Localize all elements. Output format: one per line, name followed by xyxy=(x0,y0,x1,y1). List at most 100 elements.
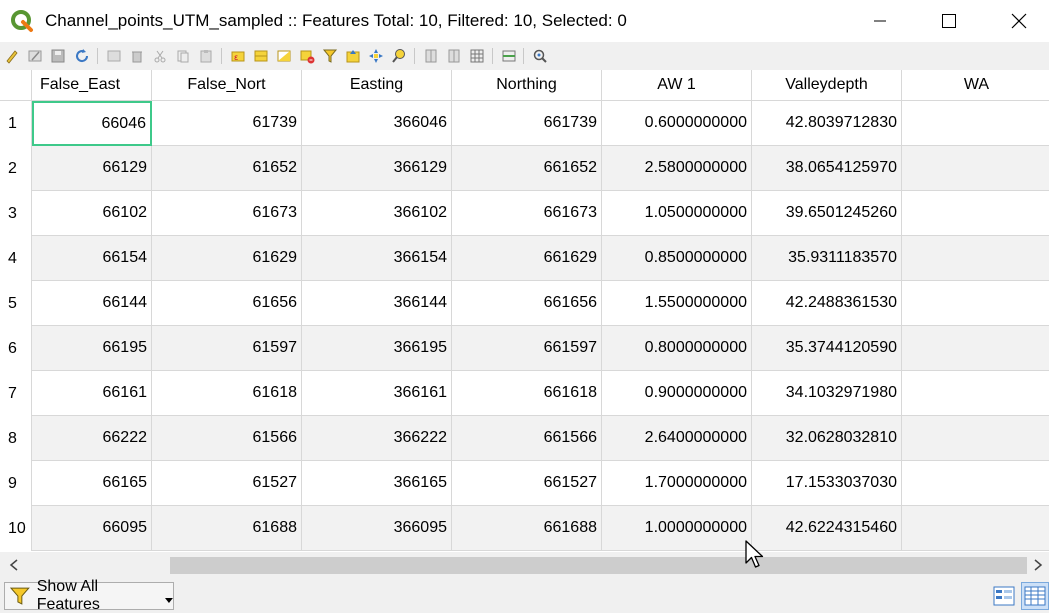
column-header[interactable]: AW 1 xyxy=(602,70,752,101)
column-header[interactable]: WA xyxy=(902,70,1049,101)
select-all-button[interactable] xyxy=(252,47,270,65)
table-row[interactable]: 4 66154 61629 366154 661629 0.8500000000 35.93… xyxy=(0,236,1049,281)
table-cell[interactable] xyxy=(902,371,1049,416)
table-cell[interactable] xyxy=(902,236,1049,281)
table-cell[interactable]: 42.6224315460 xyxy=(752,506,902,551)
table-cell[interactable] xyxy=(902,191,1049,236)
table-cell[interactable]: 661618 xyxy=(452,371,602,416)
table-cell[interactable]: 66144 xyxy=(32,281,152,326)
scroll-left-button[interactable] xyxy=(5,556,23,574)
table-cell[interactable]: 2.6400000000 xyxy=(602,416,752,461)
table-cell[interactable]: 366129 xyxy=(302,146,452,191)
table-cell[interactable]: 66129 xyxy=(32,146,152,191)
table-cell[interactable]: 35.9311183570 xyxy=(752,236,902,281)
table-cell[interactable] xyxy=(902,416,1049,461)
table-cell[interactable] xyxy=(902,101,1049,146)
row-number[interactable]: 3 xyxy=(0,191,32,236)
minimize-button[interactable] xyxy=(845,0,915,42)
column-header[interactable]: False_Nort xyxy=(152,70,302,101)
table-row[interactable]: 6 66195 61597 366195 661597 0.8000000000 35.37… xyxy=(0,326,1049,371)
table-row[interactable]: 5 66144 61656 366144 661656 1.5500000000 42.24… xyxy=(0,281,1049,326)
table-cell[interactable]: 66046 xyxy=(32,101,152,146)
zoom-to-selection-button[interactable] xyxy=(390,47,408,65)
row-number[interactable]: 9 xyxy=(0,461,32,506)
table-view-button[interactable] xyxy=(1021,582,1049,610)
table-cell[interactable]: 366095 xyxy=(302,506,452,551)
table-cell[interactable]: 39.6501245260 xyxy=(752,191,902,236)
horizontal-scrollbar[interactable] xyxy=(0,552,1049,579)
table-cell[interactable]: 661597 xyxy=(452,326,602,371)
table-cell[interactable]: 61673 xyxy=(152,191,302,236)
table-cell[interactable]: 1.7000000000 xyxy=(602,461,752,506)
column-header[interactable]: Valleydepth xyxy=(752,70,902,101)
table-cell[interactable]: 366222 xyxy=(302,416,452,461)
row-number[interactable]: 4 xyxy=(0,236,32,281)
row-number[interactable]: 5 xyxy=(0,281,32,326)
table-cell[interactable]: 61527 xyxy=(152,461,302,506)
filter-button[interactable] xyxy=(321,47,339,65)
column-header[interactable]: Easting xyxy=(302,70,452,101)
delete-feature-button[interactable] xyxy=(128,47,146,65)
table-cell[interactable] xyxy=(902,461,1049,506)
table-cell[interactable]: 66165 xyxy=(32,461,152,506)
table-cell[interactable]: 366195 xyxy=(302,326,452,371)
table-cell[interactable]: 366154 xyxy=(302,236,452,281)
table-cell[interactable]: 61629 xyxy=(152,236,302,281)
row-number[interactable]: 7 xyxy=(0,371,32,416)
table-cell[interactable] xyxy=(902,281,1049,326)
pan-to-selection-button[interactable] xyxy=(367,47,385,65)
table-cell[interactable] xyxy=(902,146,1049,191)
column-header[interactable]: False_East xyxy=(32,70,152,101)
table-cell[interactable]: 661739 xyxy=(452,101,602,146)
table-cell[interactable]: 66161 xyxy=(32,371,152,416)
table-cell[interactable]: 366046 xyxy=(302,101,452,146)
table-cell[interactable]: 0.9000000000 xyxy=(602,371,752,416)
scrollbar-thumb[interactable] xyxy=(170,557,1027,574)
copy-button[interactable] xyxy=(174,47,192,65)
table-cell[interactable]: 61618 xyxy=(152,371,302,416)
table-cell[interactable]: 61656 xyxy=(152,281,302,326)
table-cell[interactable]: 61739 xyxy=(152,101,302,146)
table-cell[interactable]: 0.8000000000 xyxy=(602,326,752,371)
actions-button[interactable] xyxy=(531,47,549,65)
table-cell[interactable]: 1.0000000000 xyxy=(602,506,752,551)
table-cell[interactable]: 61566 xyxy=(152,416,302,461)
table-cell[interactable]: 35.3744120590 xyxy=(752,326,902,371)
table-cell[interactable]: 32.0628032810 xyxy=(752,416,902,461)
scroll-right-button[interactable] xyxy=(1029,556,1047,574)
table-cell[interactable]: 366165 xyxy=(302,461,452,506)
paste-button[interactable] xyxy=(197,47,215,65)
close-button[interactable] xyxy=(984,0,1049,42)
table-cell[interactable]: 38.0654125970 xyxy=(752,146,902,191)
table-cell[interactable]: 1.5500000000 xyxy=(602,281,752,326)
delete-field-button[interactable] xyxy=(445,47,463,65)
add-feature-button[interactable] xyxy=(105,47,123,65)
row-number[interactable]: 1 xyxy=(0,101,32,146)
move-selection-top-button[interactable] xyxy=(344,47,362,65)
field-calculator-button[interactable] xyxy=(468,47,486,65)
table-row[interactable]: 7 66161 61618 366161 661618 0.9000000000 34.10… xyxy=(0,371,1049,416)
show-features-dropdown[interactable]: Show All Features xyxy=(4,578,174,613)
table-cell[interactable]: 42.2488361530 xyxy=(752,281,902,326)
table-row[interactable]: 1 66046 61739 366046 661739 0.6000000000 42.80… xyxy=(0,101,1049,146)
table-cell[interactable]: 0.6000000000 xyxy=(602,101,752,146)
table-cell[interactable]: 66222 xyxy=(32,416,152,461)
table-cell[interactable]: 1.0500000000 xyxy=(602,191,752,236)
table-cell[interactable]: 661688 xyxy=(452,506,602,551)
table-cell[interactable]: 66195 xyxy=(32,326,152,371)
table-cell[interactable]: 661656 xyxy=(452,281,602,326)
table-cell[interactable] xyxy=(902,506,1049,551)
table-row[interactable]: 3 66102 61673 366102 661673 1.0500000000 39.65… xyxy=(0,191,1049,236)
table-cell[interactable]: 661527 xyxy=(452,461,602,506)
table-cell[interactable]: 661629 xyxy=(452,236,602,281)
row-number[interactable]: 2 xyxy=(0,146,32,191)
table-cell[interactable]: 66154 xyxy=(32,236,152,281)
cut-button[interactable] xyxy=(151,47,169,65)
select-by-expression-button[interactable]: ε xyxy=(229,47,247,65)
table-cell[interactable]: 66102 xyxy=(32,191,152,236)
table-cell[interactable]: 42.8039712830 xyxy=(752,101,902,146)
table-cell[interactable]: 17.1533037030 xyxy=(752,461,902,506)
table-cell[interactable]: 66095 xyxy=(32,506,152,551)
row-number[interactable]: 6 xyxy=(0,326,32,371)
row-number[interactable]: 8 xyxy=(0,416,32,461)
